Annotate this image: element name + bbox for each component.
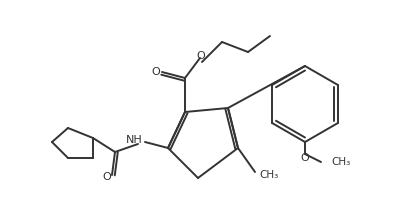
Text: O: O — [151, 67, 160, 77]
Text: O: O — [102, 172, 111, 182]
Text: O: O — [301, 153, 309, 163]
Text: CH₃: CH₃ — [259, 170, 278, 180]
Text: NH: NH — [126, 135, 143, 145]
Text: CH₃: CH₃ — [331, 157, 350, 167]
Text: O: O — [196, 51, 205, 61]
